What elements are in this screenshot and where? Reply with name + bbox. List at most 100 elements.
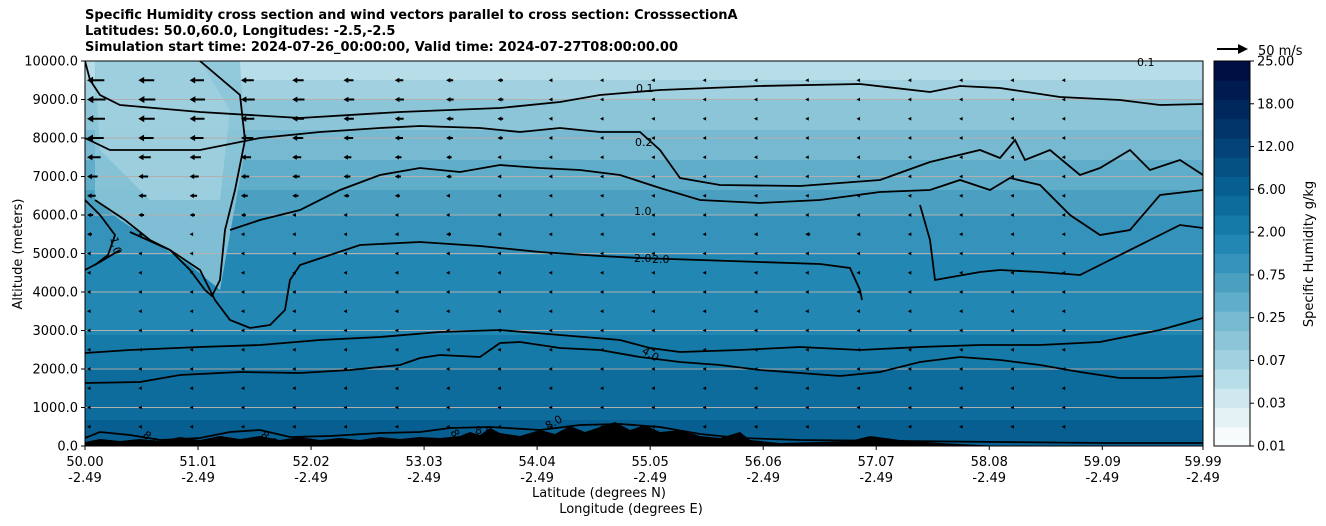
wind-vector-head (189, 270, 194, 275)
colorbar-segment (1214, 292, 1250, 312)
wind-vector-head (702, 328, 707, 333)
wind-vector-head (189, 367, 194, 371)
wind-vector-head (394, 251, 399, 256)
wind-vector-head (138, 212, 143, 218)
wind-vector-head (600, 213, 604, 217)
wind-vector-head (87, 270, 91, 275)
wind-vector-head (1061, 367, 1066, 371)
wind-vector-head (702, 213, 707, 217)
colorbar-tick-label: 0.07 (1257, 354, 1286, 369)
wind-vector-head (240, 290, 245, 294)
wind-vector-head (343, 232, 348, 237)
y-tick-label: 2000.0 (33, 363, 79, 378)
colorbar-segment (1214, 157, 1250, 177)
wind-vector-head (548, 309, 553, 314)
wind-vector-head (138, 134, 145, 142)
chart-title-line-3: Simulation start time: 2024-07-26_00:00:… (85, 40, 678, 55)
wind-vector-head (138, 309, 142, 314)
wind-vector-head (753, 155, 758, 160)
wind-vector-head (87, 290, 91, 294)
wind-vector-head (497, 251, 501, 256)
wind-vector-head (394, 367, 399, 371)
wind-vector-head (702, 97, 707, 102)
wind-vector-head (446, 116, 451, 122)
wind-vector-head (856, 136, 861, 140)
wind-vector-head (753, 424, 758, 429)
wind-vector-head (394, 405, 399, 410)
wind-vector-head (651, 155, 655, 160)
wind-vector-head (240, 77, 247, 84)
wind-vector-head (856, 405, 861, 410)
wind-vector-head (497, 386, 501, 391)
wind-vector-head (292, 135, 298, 141)
wind-vector-head (87, 367, 91, 371)
wind-vector-head (87, 212, 92, 218)
wind-vector-head (548, 347, 553, 352)
wind-vector-head (856, 251, 861, 256)
contour-label: 8.0 (475, 424, 493, 437)
wind-vector-head (907, 347, 912, 352)
wind-vector-head (240, 347, 245, 352)
wind-vector-head (343, 328, 348, 333)
x-tick-label-lat: 57.07 (858, 455, 895, 470)
wind-vector-head (753, 97, 758, 102)
wind-vector-head (856, 347, 861, 352)
wind-vector-head (394, 174, 399, 179)
wind-vector-head (292, 290, 296, 294)
wind-vector-head (753, 405, 758, 410)
colorbar-segment (1214, 407, 1250, 428)
wind-vector-head (189, 309, 194, 314)
contour-label: 1.0 (107, 235, 124, 255)
wind-vector-head (138, 193, 143, 199)
wind-vector-head (138, 154, 144, 161)
wind-vector-head (87, 232, 91, 237)
wind-vector-head (446, 77, 451, 83)
wind-vector-head (753, 213, 758, 217)
wind-vector-head (1010, 424, 1014, 429)
wind-vector-head (240, 232, 245, 237)
wind-vector-head (1010, 405, 1014, 410)
wind-vector-head (1061, 78, 1066, 83)
wind-vector-head (292, 251, 296, 256)
wind-vector-head (753, 174, 758, 179)
wind-vector-head (600, 155, 604, 160)
wind-vector-head (702, 136, 707, 140)
wind-vector-head (753, 270, 758, 275)
wind-vector-head (497, 155, 502, 160)
wind-vector-head (497, 97, 502, 102)
wind-vector-head (138, 405, 142, 410)
wind-vector-head (446, 328, 450, 333)
wind-vector-head (907, 424, 912, 429)
colorbar-segment (1214, 61, 1250, 81)
wind-vector-head (1010, 386, 1014, 391)
wind-vector-head (702, 424, 707, 429)
wind-vector-head (651, 116, 655, 121)
wind-vector-head (548, 136, 553, 140)
x-tick-label-lon: -2.49 (633, 471, 667, 486)
wind-vector-head (753, 367, 758, 371)
wind-vector-head (907, 367, 912, 371)
colorbar (1214, 61, 1250, 447)
wind-vector-head (1061, 136, 1066, 140)
wind-vector-head (907, 213, 912, 217)
wind-vector-head (497, 213, 501, 217)
wind-vector-head (446, 193, 450, 198)
wind-vector-head (959, 328, 963, 333)
wind-vector-head (753, 251, 758, 256)
colorbar-label: Specific Humidity g/kg (1302, 181, 1317, 327)
wind-vector-head (497, 367, 501, 371)
wind-vector-head (1061, 309, 1066, 314)
y-tick-label: 1000.0 (33, 401, 79, 416)
x-tick-label-lat: 56.06 (745, 455, 782, 470)
wind-vector-head (138, 367, 142, 371)
wind-vector-head (394, 347, 399, 352)
wind-vector-head (446, 213, 450, 217)
wind-vector-head (907, 116, 912, 121)
wind-vector-head (138, 347, 142, 352)
wind-vector-head (394, 154, 400, 160)
wind-vector-head (446, 135, 451, 141)
contour-line-0.1 (85, 61, 1203, 119)
x-tick-label-lon: -2.49 (68, 471, 102, 486)
x-tick-label-lon: -2.49 (1085, 471, 1119, 486)
wind-vector-head (600, 367, 604, 371)
